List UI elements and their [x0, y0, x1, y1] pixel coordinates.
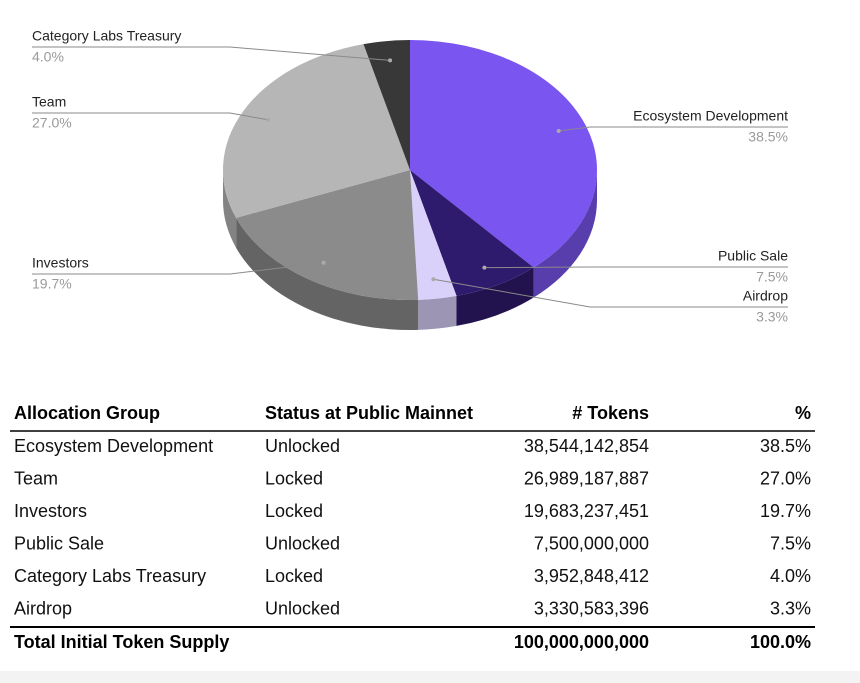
table-cell: Ecosystem Development: [14, 436, 213, 456]
slice-percent: 7.5%: [756, 269, 788, 285]
table-cell: Investors: [14, 501, 87, 521]
column-header: # Tokens: [572, 403, 649, 423]
pie-chart: Ecosystem Development 38.5% Public Sale 7.5…: [32, 28, 788, 330]
bottom-strip: [0, 671, 860, 683]
slice-label: Public Sale: [718, 248, 788, 264]
slice: [223, 44, 410, 218]
table-cell: 27.0%: [760, 468, 811, 488]
table-cell: Locked: [265, 566, 323, 586]
slice: [410, 170, 534, 296]
total-cell: 100.0%: [750, 632, 811, 652]
slice-side: [533, 170, 597, 298]
table-cell: Locked: [265, 501, 323, 521]
leader-line: [32, 112, 269, 121]
slice: [410, 170, 457, 300]
table-cell: 19,683,237,451: [524, 501, 649, 521]
table-cell: 19.7%: [760, 501, 811, 521]
total-cell: 100,000,000,000: [514, 632, 649, 652]
table-cell: Unlocked: [265, 598, 340, 618]
total-cell: Total Initial Token Supply: [14, 632, 229, 652]
slice-label: Team: [32, 94, 66, 110]
table-cell: 3.3%: [770, 598, 811, 618]
slice-side: [223, 170, 237, 248]
table-cell: Locked: [265, 468, 323, 488]
slice-percent: 3.3%: [756, 309, 788, 325]
table-cell: 38,544,142,854: [524, 436, 649, 456]
slice-label: Airdrop: [743, 288, 788, 304]
table-cell: 26,989,187,887: [524, 468, 649, 488]
leader-dot: [482, 265, 487, 270]
slice-percent: 38.5%: [748, 129, 788, 145]
slice-side: [418, 295, 457, 330]
leader-dot: [556, 128, 561, 133]
slice-percent: 4.0%: [32, 49, 64, 65]
allocation-table: Allocation Group Status at Public Mainnet…: [10, 403, 815, 652]
column-header: Status at Public Mainnet: [265, 403, 473, 423]
table-cell: Team: [14, 468, 58, 488]
leader-line: [32, 46, 391, 61]
slice-label: Category Labs Treasury: [32, 28, 181, 44]
slice-side: [456, 267, 534, 326]
table-cell: 7.5%: [770, 533, 811, 553]
slice: [236, 170, 419, 300]
leader-dot: [266, 117, 271, 122]
column-header: %: [795, 403, 811, 423]
leader-line: [433, 278, 788, 308]
column-header: Allocation Group: [14, 403, 160, 423]
table-cell: 3,952,848,412: [534, 566, 649, 586]
table-cell: Airdrop: [14, 598, 72, 618]
table-cell: Public Sale: [14, 533, 104, 553]
table-cell: 7,500,000,000: [534, 533, 649, 553]
slice-label: Investors: [32, 255, 89, 271]
table-cell: 3,330,583,396: [534, 598, 649, 618]
slice: [410, 40, 598, 268]
table-cell: Category Labs Treasury: [14, 566, 206, 586]
table-cell: 4.0%: [770, 566, 811, 586]
leader-dot: [321, 260, 326, 265]
leader-line: [484, 266, 788, 269]
table-cell: Unlocked: [265, 533, 340, 553]
leader-line: [32, 262, 324, 275]
leader-dot: [431, 277, 436, 282]
slice-percent: 19.7%: [32, 276, 72, 292]
table-cell: Unlocked: [265, 436, 340, 456]
slice-percent: 27.0%: [32, 115, 72, 131]
leader-dot: [388, 58, 393, 63]
table-cell: 38.5%: [760, 436, 811, 456]
slice: [363, 40, 410, 170]
slice-side: [236, 217, 419, 330]
leader-line: [558, 126, 788, 132]
slice-label: Ecosystem Development: [633, 108, 788, 124]
